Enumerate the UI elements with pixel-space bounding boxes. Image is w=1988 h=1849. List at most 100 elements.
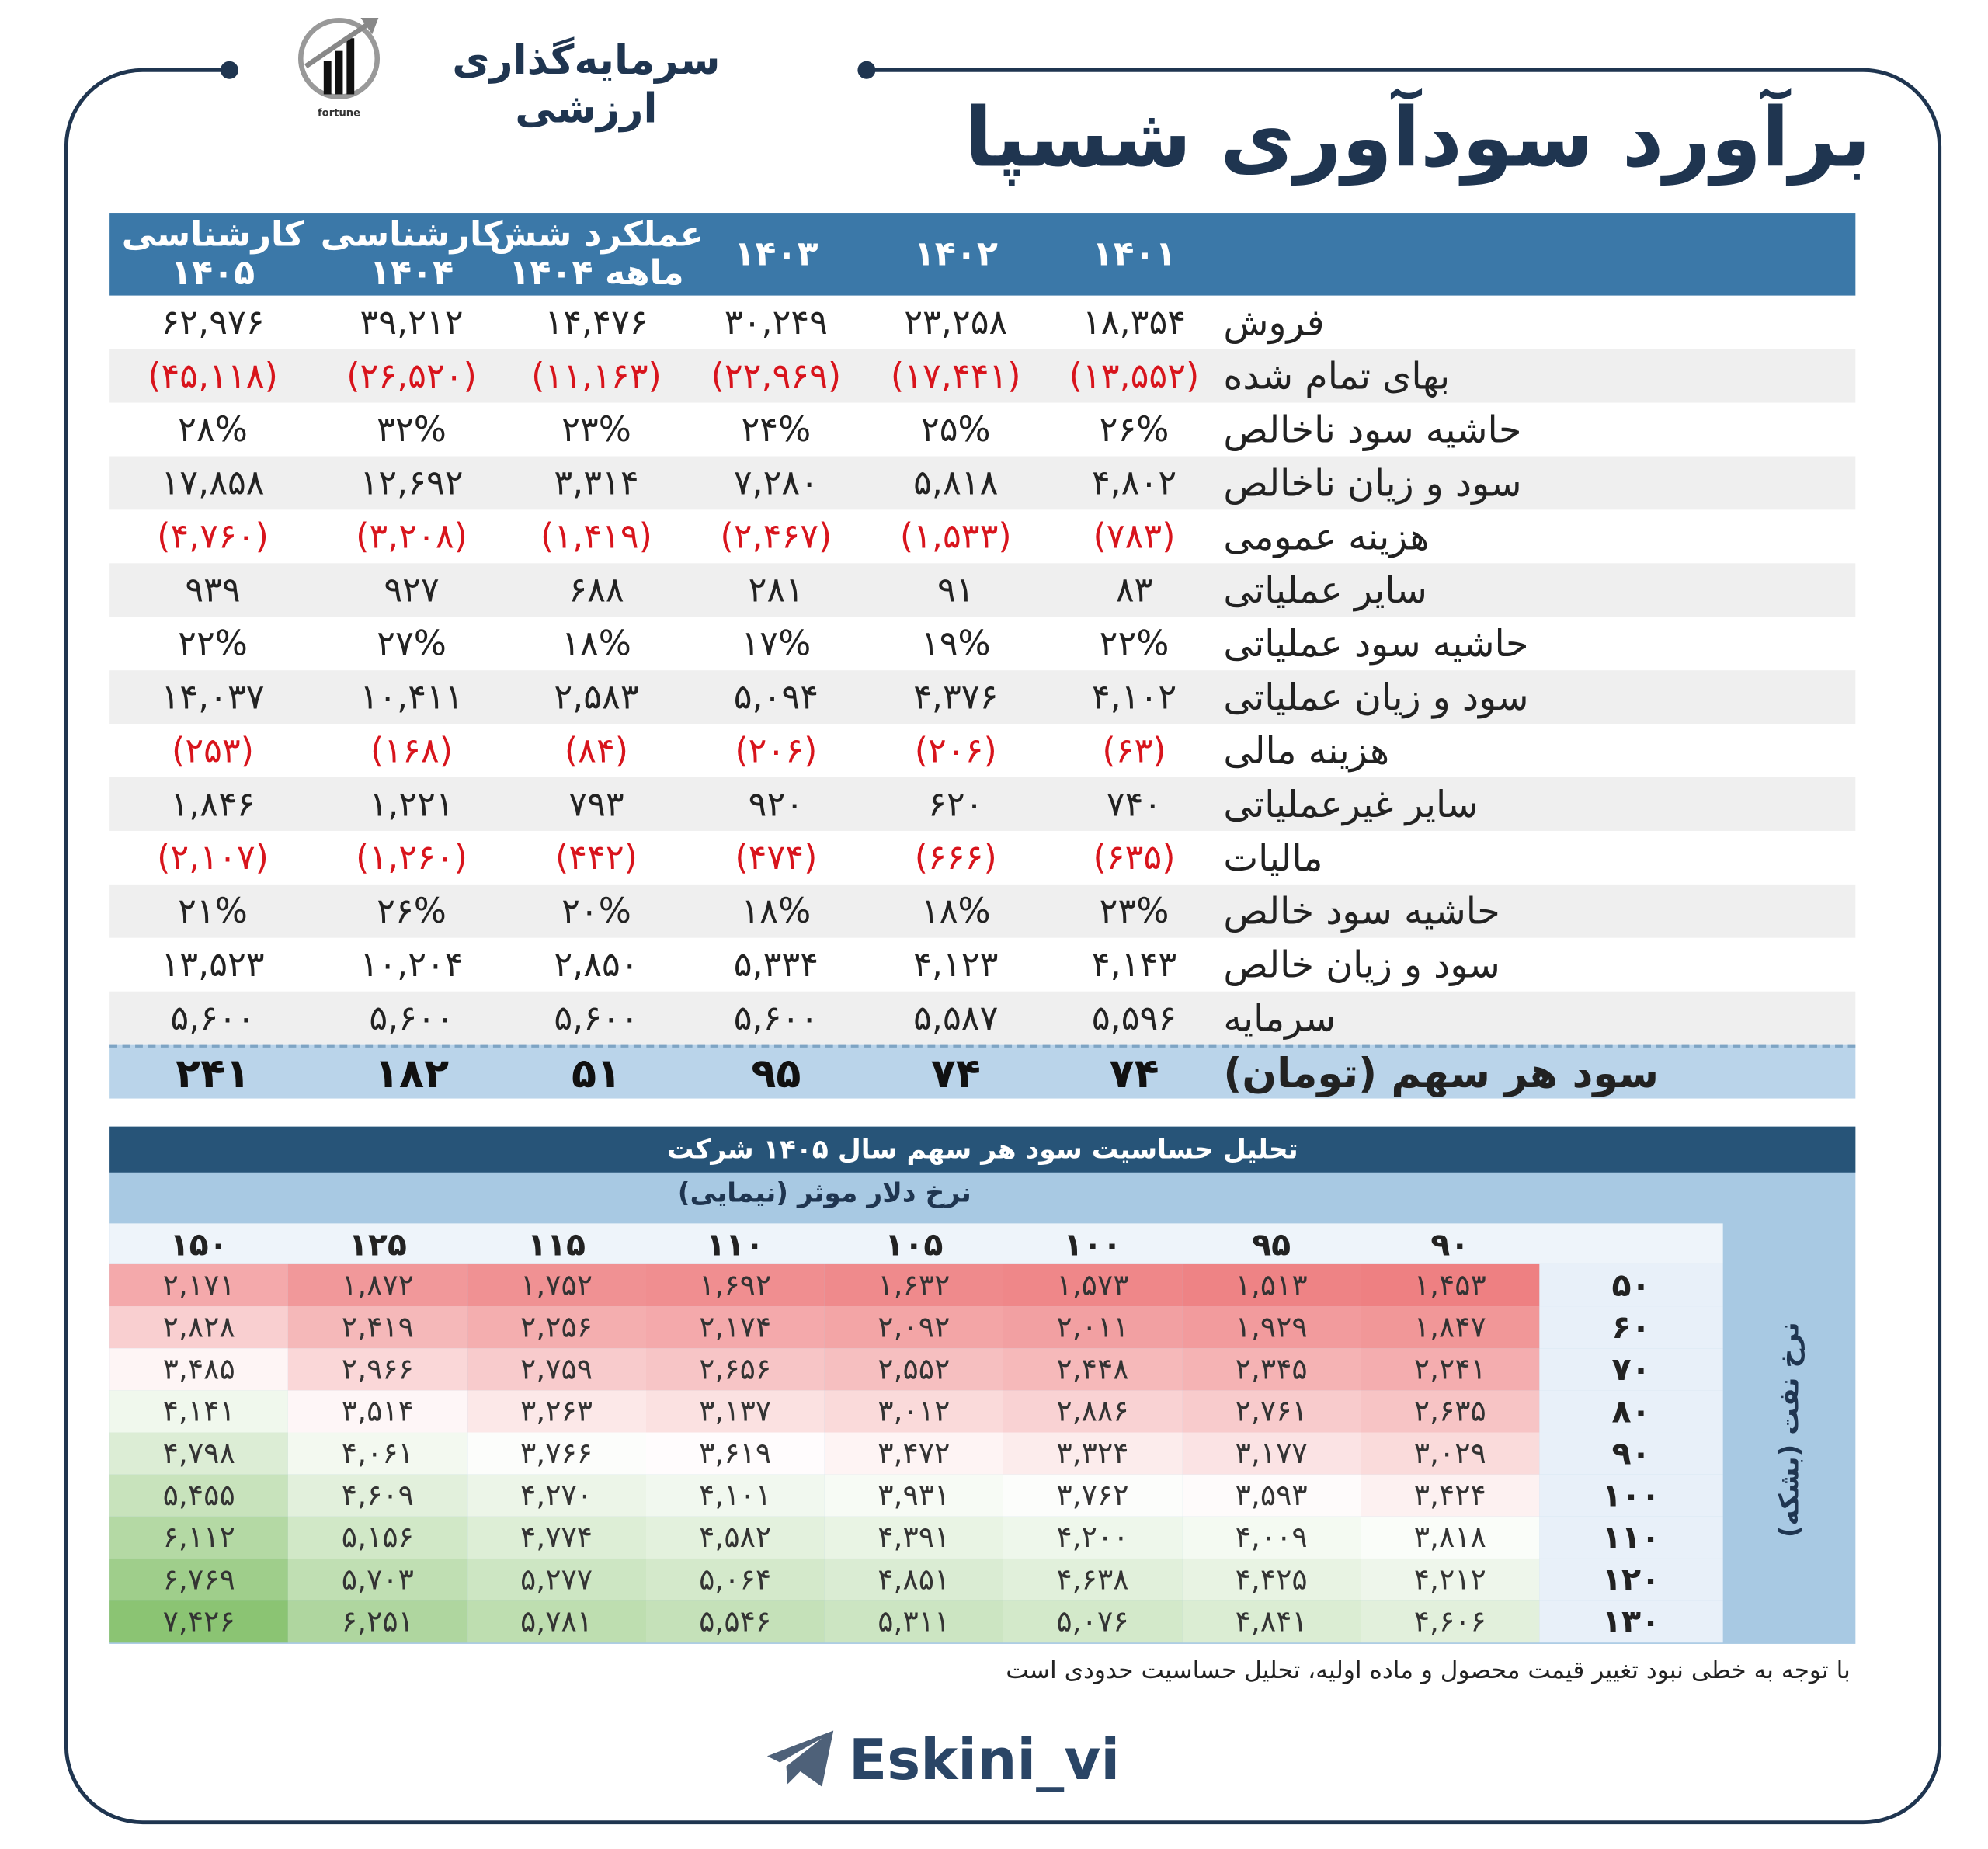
sensitivity-cell: ۴,۳۹۱ (824, 1516, 1003, 1559)
sensitivity-row: ۶۰ ۱,۸۴۷ ۱,۹۲۹ ۲,۰۱۱ ۲,۰۹۲ ۲,۱۷۴ ۲,۲۵۶ ۲,۴۱۹ ۲,۸… (109, 1306, 1723, 1349)
sensitivity-cell: ۵,۷۸۱ (467, 1600, 646, 1643)
eps-value: ۵۱ (571, 1048, 622, 1097)
sensitivity-cell: ۳,۹۳۱ (824, 1474, 1003, 1517)
eps-row: سود هر سهم (تومان) ۷۴ ۷۴ ۹۵ ۵۱ ۱۸۲ ۲۴۱ (109, 1044, 1856, 1099)
value-cell: (۱,۴۱۹) (540, 516, 652, 557)
value-cell: ۳,۳۱۴ (554, 463, 639, 503)
value-cell: (۶۳۵) (1093, 837, 1176, 878)
value-cell: (۲۵۳) (172, 731, 255, 771)
table-row: هزینه عمومی (۷۸۳) (۱,۵۳۳) (۲,۴۶۷) (۱,۴۱۹) (۳,… (109, 509, 1856, 564)
telegram-icon (766, 1730, 834, 1787)
value-cell: (۲۶,۵۲۰) (346, 356, 477, 396)
column-header: عملکرد شش ماهه ۱۴۰۴ (489, 213, 704, 296)
value-cell: ۲۶% (377, 891, 447, 931)
column-header-line: ۱۴۰۱ (1092, 234, 1176, 274)
value-cell: ۲,۸۵۰ (554, 944, 639, 985)
column-header-line: ۱۴۰۴ (369, 252, 454, 293)
sensitivity-cell: ۴,۱۴۱ (109, 1390, 289, 1433)
x-value: ۱۰۰ (1063, 1225, 1122, 1263)
value-cell: ۵,۶۰۰ (170, 998, 255, 1038)
sensitivity-title: تحلیل حساسیت سود هر سهم سال ۱۴۰۵ شرکت (109, 1126, 1856, 1173)
sensitivity-table: تحلیل حساسیت سود هر سهم سال ۱۴۰۵ شرکت نرخ… (109, 1126, 1856, 1644)
sensitivity-cell: ۲,۱۷۴ (645, 1306, 825, 1349)
row-label: سرمایه (1223, 996, 1336, 1041)
x-value: ۱۰۵ (885, 1225, 944, 1263)
value-cell: ۷۴۰ (1106, 784, 1163, 824)
value-cell: ۲۳,۲۵۸ (904, 302, 1008, 342)
value-cell: ۳۹,۲۱۲ (360, 302, 464, 342)
sensitivity-cell: ۴,۰۶۱ (288, 1432, 467, 1475)
column-header-line: کارشناسی (320, 214, 503, 255)
sensitivity-cell: ۵,۱۵۶ (288, 1516, 467, 1559)
value-cell: ۱۴,۰۳۷ (161, 677, 265, 718)
value-cell: ۲۱% (178, 891, 248, 931)
note: با توجه به خطی نبود تغییر قیمت محصول و م… (1006, 1656, 1851, 1685)
value-cell: ۱,۲۲۱ (369, 784, 454, 824)
sensitivity-cell: ۲,۵۵۲ (824, 1348, 1003, 1391)
table-row: سود و زیان خالص ۴,۱۴۳ ۴,۱۲۳ ۵,۳۳۴ ۲,۸۵۰ ۱۰,۲۰… (109, 937, 1856, 992)
profit-table: ۱۴۰۱ ۱۴۰۲ ۱۴۰۳ عملکرد شش ماهه ۱۴۰۴ کارشناسی ۱۴… (109, 213, 1856, 1109)
value-cell: ۳۲% (377, 409, 447, 450)
value-cell: ۱۷,۸۵۸ (161, 463, 265, 503)
row-label: حاشیه سود خالص (1223, 889, 1500, 933)
sensitivity-row: ۱۲۰ ۴,۲۱۲ ۴,۴۲۵ ۴,۶۳۸ ۴,۸۵۱ ۵,۰۶۴ ۵,۲۷۷ ۵,۷۰۳ ۶,… (109, 1558, 1723, 1601)
value-cell: ۵,۳۳۴ (733, 944, 819, 985)
sensitivity-cell: ۱,۸۷۲ (288, 1263, 467, 1307)
value-cell: (۱۶۸) (370, 731, 454, 771)
sensitivity-cell: ۳,۱۳۷ (645, 1390, 825, 1433)
row-label: مالیات (1223, 836, 1323, 880)
column-header-line: ماهه ۱۴۰۴ (509, 252, 684, 293)
sensitivity-cell: ۶,۱۱۲ (109, 1516, 289, 1559)
value-cell: ۴,۳۷۶ (913, 677, 999, 718)
logo-text: fortune (317, 106, 361, 119)
row-label: بهای تمام شده (1223, 354, 1451, 398)
value-cell: ۱۰,۴۱۱ (360, 677, 464, 718)
value-cell: (۴۴۲) (555, 837, 638, 878)
sensitivity-cell: ۱,۶۳۲ (824, 1263, 1003, 1307)
value-cell: ۷,۲۸۰ (733, 463, 819, 503)
sensitivity-cell: ۳,۰۲۹ (1361, 1432, 1540, 1475)
x-value: ۱۱۰ (706, 1225, 765, 1263)
sensitivity-cell: ۳,۱۷۷ (1182, 1432, 1361, 1475)
sensitivity-cell: ۳,۳۲۴ (1003, 1432, 1183, 1475)
value-cell: ۵,۵۸۷ (913, 998, 999, 1038)
value-cell: ۱۳,۵۲۳ (161, 944, 265, 985)
sensitivity-row: ۷۰ ۲,۲۴۱ ۲,۳۴۵ ۲,۴۴۸ ۲,۵۵۲ ۲,۶۵۶ ۲,۷۵۹ ۲,۹۶۶ ۳,۴… (109, 1348, 1723, 1391)
value-cell: ۴,۱۲۳ (913, 944, 999, 985)
sensitivity-cell: ۵,۲۷۷ (467, 1558, 646, 1601)
sensitivity-cell: ۴,۱۰۱ (645, 1474, 825, 1517)
value-cell: ۲۵% (920, 409, 991, 450)
value-cell: (۲۰۶) (914, 731, 997, 771)
footer-handle: Eskini_vi (848, 1728, 1121, 1793)
eps-value: ۲۴۱ (175, 1048, 251, 1097)
sensitivity-cell: ۲,۲۵۶ (467, 1306, 646, 1349)
row-label: حاشیه سود ناخالص (1223, 408, 1522, 451)
brand: سرمایه‌گذاری ارزشی (452, 35, 721, 133)
sensitivity-cell: ۱,۸۴۷ (1361, 1306, 1540, 1349)
sensitivity-cell: ۳,۴۷۲ (824, 1432, 1003, 1475)
sensitivity-cell: ۲,۸۸۶ (1003, 1390, 1183, 1433)
row-label: سود و زیان ناخالص (1223, 461, 1522, 505)
sensitivity-cell: ۵,۰۷۶ (1003, 1600, 1183, 1643)
value-cell: ۵,۶۰۰ (369, 998, 454, 1038)
value-cell: ۱۸% (741, 891, 812, 931)
value-cell: ۸۳ (1115, 570, 1153, 610)
value-cell: ۲۸% (178, 409, 248, 450)
value-cell: ۱,۸۴۶ (170, 784, 255, 824)
value-cell: (۸۴) (564, 731, 629, 771)
sensitivity-cell: ۱,۵۷۳ (1003, 1263, 1183, 1307)
table-row: سایر غیرعملیاتی ۷۴۰ ۶۲۰ ۹۲۰ ۷۹۳ ۱,۲۲۱ ۱,۸۴۶ (109, 777, 1856, 831)
sensitivity-row: ۱۰۰ ۳,۴۲۴ ۳,۵۹۳ ۳,۷۶۲ ۳,۹۳۱ ۴,۱۰۱ ۴,۲۷۰ ۴,۶۰۹ ۵,… (109, 1474, 1723, 1517)
x-axis-label: نرخ دلار موثر (نیمایی) (677, 1177, 971, 1208)
sensitivity-cell: ۱,۹۲۹ (1182, 1306, 1361, 1349)
value-cell: ۲۴% (741, 409, 812, 450)
eps-value: ۷۴ (930, 1048, 981, 1097)
value-cell: ۵,۶۰۰ (733, 998, 819, 1038)
oil-value: ۶۰ (1539, 1306, 1723, 1349)
eps-value: ۱۸۲ (374, 1048, 450, 1097)
value-cell: ۱۰,۲۰۴ (360, 944, 464, 985)
sensitivity-cell: ۳,۶۱۹ (645, 1432, 825, 1475)
oil-value: ۷۰ (1539, 1348, 1723, 1391)
value-cell: ۶۲,۹۷۶ (161, 302, 265, 342)
x-value: ۱۲۵ (348, 1225, 407, 1263)
